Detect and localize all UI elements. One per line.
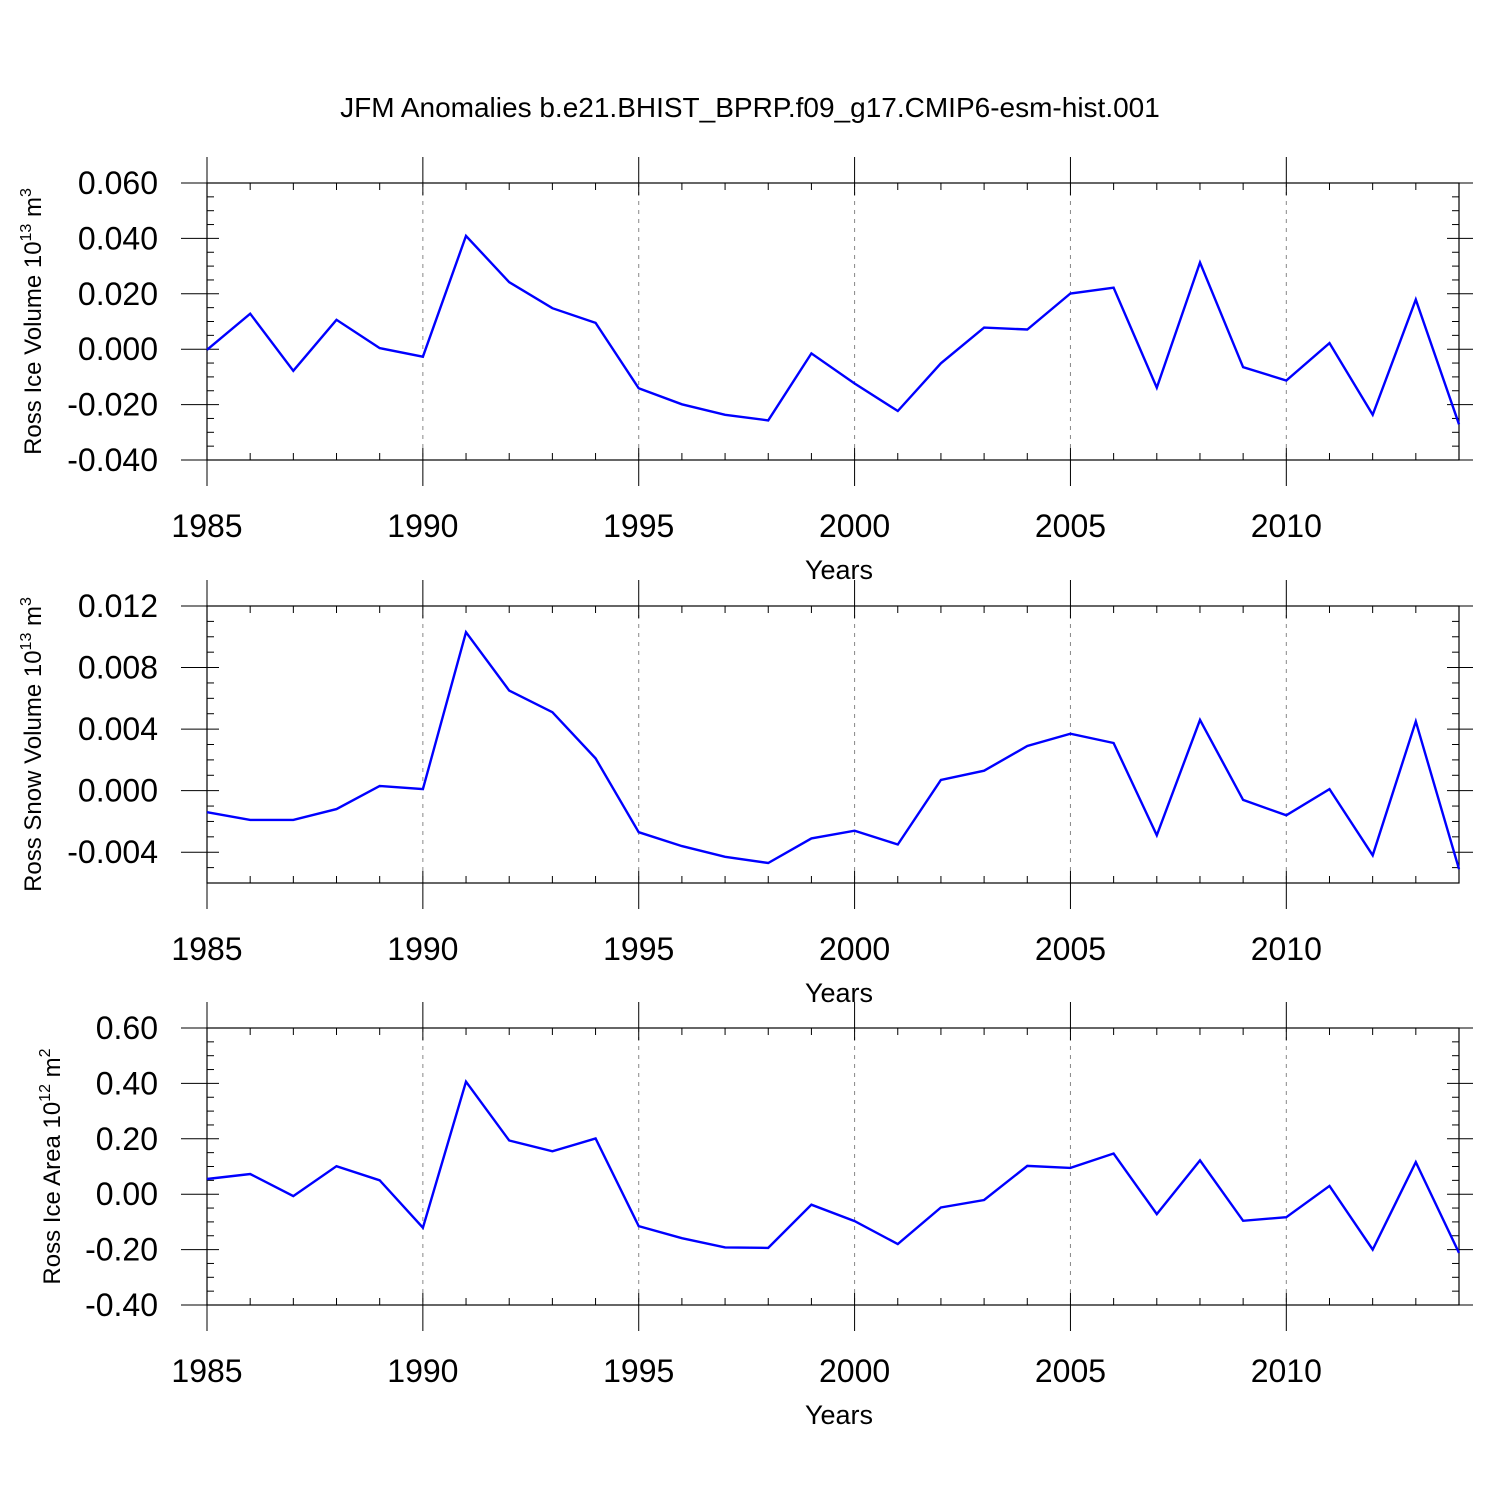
y-tick-label: -0.020 (67, 387, 158, 423)
y-axis-label: Ross Ice Volume 1013 m3 (18, 188, 47, 455)
y-tick-label: 0.012 (78, 588, 158, 624)
y-tick-label: 0.020 (78, 276, 158, 312)
chart-panel-2: 1985 1990 1995 2000 2005 2010 Years -0.004 0.000… (18, 580, 1473, 1008)
y-tick-label: -0.40 (85, 1287, 158, 1323)
x-tick-label: 2005 (1035, 508, 1106, 544)
x-tick-label: 2000 (819, 1353, 890, 1389)
y-tick-label: -0.004 (67, 834, 158, 870)
y-tick-label: 0.60 (96, 1010, 158, 1046)
series-line (206, 233, 1461, 425)
plot-frame (206, 605, 1460, 884)
figure-title: JFM Anomalies b.e21.BHIST_BPRP.f09_g17.C… (340, 92, 1160, 123)
y-axis-label: Ross Ice Area 1012 m2 (37, 1048, 66, 1284)
series-line (206, 629, 1461, 870)
x-tick-label: 2000 (819, 508, 890, 544)
plot-frame (206, 1027, 1460, 1306)
x-tick-label: 1995 (603, 931, 674, 967)
x-tick-label: 2010 (1251, 1353, 1322, 1389)
x-axis-label: Years (805, 978, 873, 1008)
x-tick-label: 1995 (603, 508, 674, 544)
y-tick-label: -0.040 (67, 442, 158, 478)
x-tick-label: 2000 (819, 931, 890, 967)
plot-frame (206, 182, 1460, 461)
x-tick-label: 1985 (171, 508, 242, 544)
y-tick-label: 0.008 (78, 650, 158, 686)
x-axis-label: Years (805, 555, 873, 585)
y-tick-label: 0.004 (78, 711, 158, 747)
x-tick-label: 1990 (387, 508, 458, 544)
y-tick-label: 0.40 (96, 1065, 158, 1101)
y-tick-label: 0.060 (78, 165, 158, 201)
y-tick-label: 0.20 (96, 1121, 158, 1157)
chart-panel-1: 1985 1990 1995 2000 2005 2010 Years -0.040 -0.02… (18, 157, 1473, 585)
x-tick-label: 1985 (171, 1353, 242, 1389)
x-tick-label: 1995 (603, 1353, 674, 1389)
x-tick-label: 1990 (387, 931, 458, 967)
y-tick-label: 0.00 (96, 1176, 158, 1212)
series-line (206, 1079, 1461, 1254)
chart-panel-3: 1985 1990 1995 2000 2005 2010 Years -0.40 -0.20 0… (37, 1002, 1473, 1430)
x-tick-label: 2010 (1251, 931, 1322, 967)
y-tick-label: 0.040 (78, 220, 158, 256)
y-axis-label: Ross Snow Volume 1013 m3 (18, 597, 47, 892)
x-tick-label: 1990 (387, 1353, 458, 1389)
x-tick-label: 1985 (171, 931, 242, 967)
x-tick-label: 2005 (1035, 931, 1106, 967)
x-tick-label: 2010 (1251, 508, 1322, 544)
x-axis-label: Years (805, 1400, 873, 1430)
y-tick-label: 0.000 (78, 773, 158, 809)
y-tick-label: -0.20 (85, 1232, 158, 1268)
x-tick-label: 2005 (1035, 1353, 1106, 1389)
y-tick-label: 0.000 (78, 331, 158, 367)
